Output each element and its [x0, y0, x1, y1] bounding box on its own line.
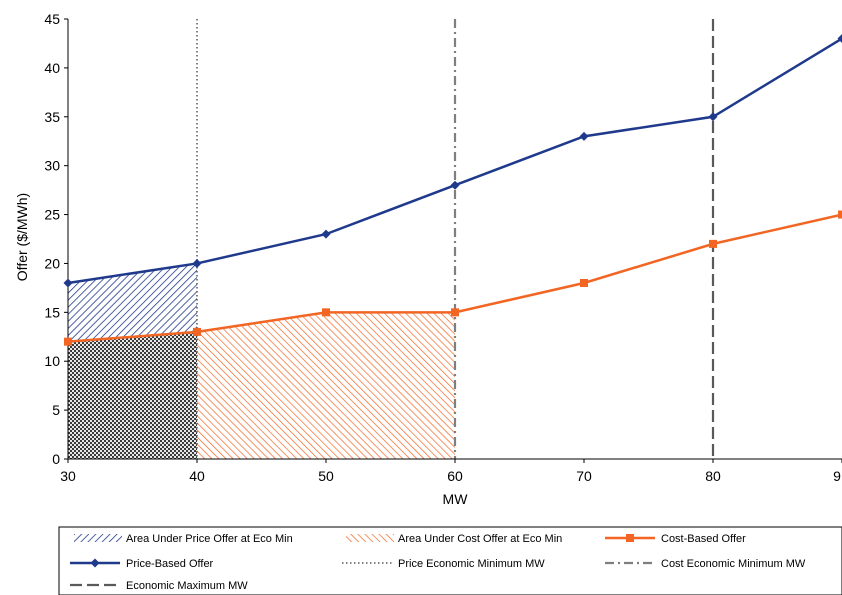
- legend-label: Area Under Cost Offer at Eco Min: [398, 533, 562, 545]
- data-point: [579, 131, 589, 141]
- areas-layer: [68, 263, 455, 459]
- data-point: [192, 258, 202, 268]
- legend-label: Cost Economic Minimum MW: [661, 558, 806, 570]
- x-tick-label: 80: [705, 468, 721, 484]
- y-tick-label: 45: [44, 11, 60, 27]
- legend-label: Area Under Price Offer at Eco Min: [126, 533, 293, 545]
- y-tick-label: 20: [44, 255, 60, 271]
- x-tick-label: 50: [318, 468, 334, 484]
- data-point: [709, 239, 717, 248]
- legend-swatch: [74, 534, 122, 542]
- x-tick-label: 30: [60, 468, 76, 484]
- area-overlap-checker: [68, 331, 197, 459]
- legend-item: Price Economic Minimum MW: [342, 558, 545, 570]
- data-point: [580, 279, 588, 287]
- legend-item: Economic Maximum MW: [70, 580, 248, 592]
- data-point: [193, 327, 201, 336]
- y-tick-label: 30: [44, 158, 60, 174]
- legend-label: Cost-Based Offer: [661, 533, 746, 545]
- legend-swatch: [346, 534, 394, 542]
- data-point: [837, 34, 842, 44]
- data-point: [450, 180, 460, 190]
- data-point: [90, 558, 100, 568]
- data-point: [838, 210, 842, 219]
- data-point: [451, 308, 459, 317]
- legend-item: Area Under Cost Offer at Eco Min: [346, 533, 562, 545]
- legend: Area Under Price Offer at Eco Min Area Un…: [58, 526, 842, 595]
- data-point: [322, 308, 330, 317]
- legend-item: Price-Based Offer: [70, 558, 214, 570]
- y-tick-label: 40: [44, 60, 60, 76]
- legend-item: Cost Economic Minimum MW: [605, 558, 806, 570]
- y-tick-label: 10: [44, 353, 60, 369]
- axes-layer: 0 5 10 15 20 25 30 35 40 45 30 40 50 60 70 80 9: [44, 11, 842, 484]
- x-axis-title: MW: [443, 491, 469, 507]
- y-tick-label: 25: [44, 207, 60, 223]
- series-price-based-offer: [63, 34, 842, 288]
- area-under-price-offer: [68, 263, 197, 342]
- data-point: [321, 229, 331, 239]
- series-cost-based-offer: [64, 210, 842, 346]
- x-tick-label: 9: [833, 468, 841, 484]
- legend-label: Economic Maximum MW: [126, 580, 248, 592]
- legend-item: Area Under Price Offer at Eco Min: [74, 533, 293, 545]
- y-tick-label: 5: [52, 402, 60, 418]
- reference-lines-layer: [196, 19, 715, 459]
- legend-label: Price-Based Offer: [126, 558, 214, 570]
- data-point: [626, 534, 634, 542]
- legend-label: Price Economic Minimum MW: [398, 558, 545, 570]
- y-axis-title: Offer ($/MWh): [14, 193, 30, 281]
- data-point: [708, 112, 718, 122]
- x-tick-label: 60: [447, 468, 463, 484]
- data-point: [64, 337, 72, 346]
- area-under-cost-offer: [197, 312, 455, 459]
- y-tick-label: 0: [52, 451, 60, 467]
- x-tick-label: 70: [576, 468, 592, 484]
- legend-item: Cost-Based Offer: [605, 533, 746, 545]
- x-tick-label: 40: [189, 468, 205, 484]
- y-tick-label: 15: [44, 304, 60, 320]
- y-tick-label: 35: [44, 109, 60, 125]
- data-point: [63, 278, 73, 288]
- series-layer: [63, 34, 842, 346]
- legend-border: [58, 526, 842, 595]
